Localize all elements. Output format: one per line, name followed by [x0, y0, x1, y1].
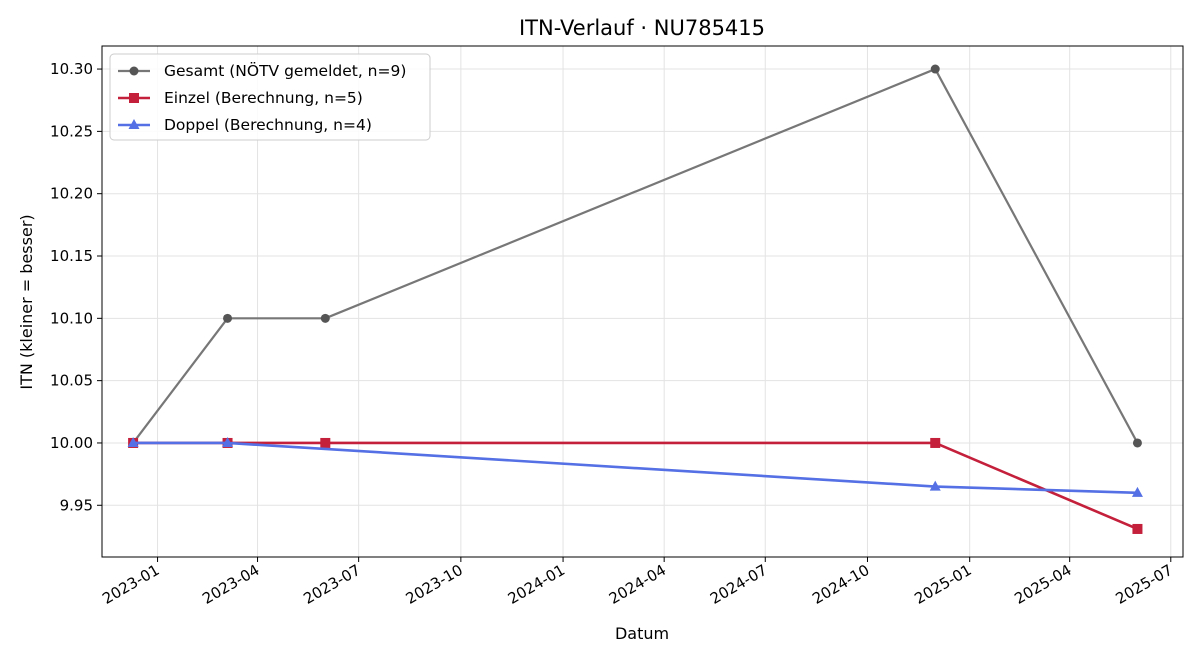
legend-label: Einzel (Berechnung, n=5): [164, 89, 363, 107]
data-point: [320, 313, 330, 323]
legend-item: Einzel (Berechnung, n=5): [118, 89, 363, 107]
data-point: [223, 313, 233, 323]
data-point: [930, 64, 940, 74]
legend-item: Doppel (Berechnung, n=4): [118, 116, 372, 134]
series-triangle: [127, 436, 1143, 497]
legend-marker: [129, 93, 139, 103]
y-tick-label: 10.05: [50, 372, 93, 390]
legend-label: Doppel (Berechnung, n=4): [164, 116, 372, 134]
y-tick-label: 10.25: [50, 122, 93, 140]
series-line: [133, 441, 1138, 495]
y-tick-label: 10.30: [50, 60, 93, 78]
data-point: [320, 437, 331, 448]
legend: Gesamt (NÖTV gemeldet, n=9) Einzel (Berec…: [109, 53, 431, 141]
data-point: [1131, 486, 1143, 497]
data-point: [1132, 523, 1143, 534]
plot-frame: [101, 45, 1184, 558]
legend-label: Gesamt (NÖTV gemeldet, n=9): [164, 61, 406, 80]
legend-item: Gesamt (NÖTV gemeldet, n=9): [118, 61, 406, 80]
legend-marker: [129, 66, 139, 76]
y-tick-label: 10.00: [50, 434, 93, 452]
x-axis-label: Datum: [615, 624, 669, 643]
data-point: [127, 436, 139, 447]
y-tick-label: 10.10: [50, 309, 93, 327]
legend-marker: [128, 119, 140, 129]
series-group: [127, 64, 1143, 534]
y-tick-label: 9.95: [60, 496, 93, 514]
y-tick-label: 10.15: [50, 247, 93, 265]
data-point: [222, 436, 234, 447]
y-axis-label: ITN (kleiner = besser): [17, 214, 36, 389]
data-point: [929, 480, 941, 491]
legend-box: [109, 53, 431, 141]
data-point: [1132, 438, 1142, 448]
chart-title: ITN-Verlauf · NU785415: [519, 16, 765, 40]
data-point: [930, 437, 941, 448]
y-tick-label: 10.20: [50, 185, 93, 203]
